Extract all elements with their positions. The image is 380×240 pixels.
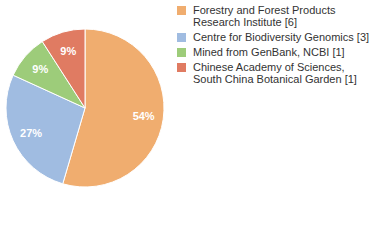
data-label: 27%: [20, 127, 42, 139]
legend-swatch: [177, 48, 186, 57]
legend-swatch: [177, 33, 186, 42]
legend-label: Chinese Academy of Sciences, South China…: [193, 61, 357, 85]
legend-label: Centre for Biodiversity Genomics [3]: [193, 31, 369, 43]
legend-item: Chinese Academy of Sciences, South China…: [175, 61, 375, 85]
slices: [6, 29, 164, 187]
legend-label: Forestry and Forest Products Research In…: [193, 4, 335, 28]
data-label: 9%: [32, 63, 48, 75]
legend-item: Forestry and Forest Products Research In…: [175, 4, 375, 28]
legend: Forestry and Forest Products Research In…: [175, 4, 375, 88]
chart: 54% 27% 9% 9% Forestry and Forest Products …: [0, 0, 380, 240]
legend-swatch: [177, 63, 186, 72]
legend-label: Mined from GenBank, NCBI [1]: [193, 46, 345, 58]
legend-item: Centre for Biodiversity Genomics [3]: [175, 31, 375, 43]
data-labels: 54% 27% 9% 9%: [20, 45, 155, 138]
data-label: 54%: [133, 110, 155, 122]
legend-swatch: [177, 6, 186, 15]
slice: [42, 29, 85, 108]
data-label: 9%: [60, 45, 76, 57]
legend-item: Mined from GenBank, NCBI [1]: [175, 46, 375, 58]
